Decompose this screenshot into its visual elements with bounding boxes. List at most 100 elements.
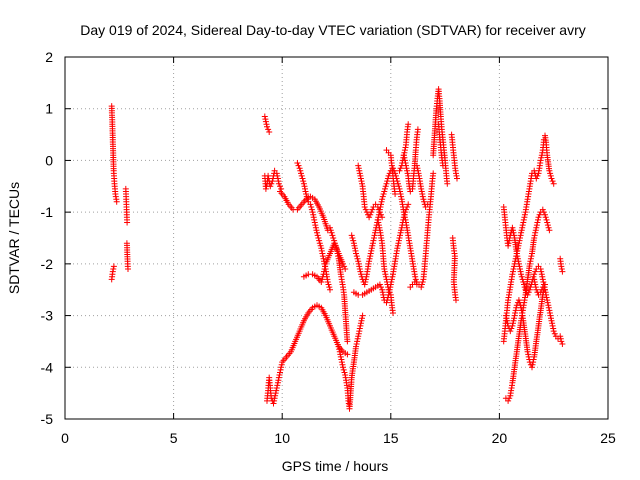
data-point <box>384 175 391 182</box>
data-point <box>401 147 408 154</box>
y-tick-label: -4 <box>41 359 54 375</box>
data-point <box>515 240 522 247</box>
data-point <box>307 201 314 208</box>
data-point <box>340 364 346 371</box>
x-tick-label: 15 <box>383 430 399 446</box>
data-point <box>299 175 306 182</box>
data-point <box>275 180 282 187</box>
data-point <box>327 227 334 234</box>
data-point <box>110 266 117 272</box>
data-point <box>534 219 541 226</box>
data-point <box>315 235 322 241</box>
data-point <box>549 322 556 329</box>
data-point <box>444 180 451 187</box>
data-point <box>544 219 551 226</box>
data-point <box>404 204 411 210</box>
data-point <box>559 341 566 347</box>
data-point <box>454 175 460 182</box>
data-point <box>399 219 406 226</box>
data-point <box>367 250 374 257</box>
data-point <box>356 325 363 332</box>
data-point <box>517 266 523 272</box>
data-point <box>350 237 357 244</box>
data-point <box>268 180 275 187</box>
data-point <box>355 162 362 169</box>
data-point <box>362 276 369 283</box>
data-point <box>296 165 303 172</box>
x-tick-label: 5 <box>170 430 178 446</box>
data-point <box>547 172 554 179</box>
data-point <box>383 180 390 187</box>
data-point <box>389 273 396 280</box>
data-point <box>311 216 318 223</box>
data-point <box>419 193 426 200</box>
data-point <box>303 193 310 200</box>
data-point <box>379 214 386 221</box>
data-point <box>558 338 565 345</box>
data-point <box>353 253 360 260</box>
data-point <box>334 247 340 254</box>
data-point <box>550 328 557 335</box>
data-point <box>340 366 347 373</box>
data-point <box>357 175 364 182</box>
data-point <box>262 185 269 192</box>
data-point <box>294 160 301 166</box>
data-point <box>366 214 373 221</box>
data-point <box>366 255 373 262</box>
data-point <box>357 320 364 327</box>
data-point <box>529 361 536 368</box>
data-point <box>525 353 532 360</box>
data-point <box>453 297 459 304</box>
data-point <box>547 312 554 319</box>
data-point <box>517 302 524 309</box>
data-point <box>518 273 525 280</box>
data-point <box>549 178 556 185</box>
data-point <box>113 198 120 205</box>
data-point <box>342 266 349 272</box>
data-point <box>546 167 553 174</box>
data-point <box>531 271 538 278</box>
grid <box>65 57 608 419</box>
data-point <box>528 253 535 260</box>
data-point <box>357 268 364 275</box>
y-tick-labels: -5 -4 -3 -2 -1 0 1 2 <box>41 49 54 427</box>
data-point <box>274 382 281 389</box>
data-point <box>543 294 550 301</box>
data-point <box>338 359 345 366</box>
data-point <box>274 172 281 179</box>
data-point <box>295 162 302 169</box>
data-point <box>526 260 533 267</box>
data-point <box>405 201 412 208</box>
data-point <box>518 271 525 278</box>
data-point <box>124 219 131 226</box>
data-point <box>354 338 361 345</box>
data-point <box>313 227 320 234</box>
data-point <box>540 209 547 216</box>
data-point <box>527 284 534 291</box>
data-point <box>542 214 549 221</box>
data-point <box>381 188 388 195</box>
data-point <box>353 343 359 350</box>
data-point <box>381 268 388 275</box>
data-point <box>367 211 374 218</box>
data-point <box>412 273 419 280</box>
data-point <box>559 268 566 275</box>
axis-ticks <box>64 56 609 420</box>
data-point <box>337 353 344 360</box>
data-point <box>548 317 555 324</box>
data-point <box>430 170 437 177</box>
data-point <box>521 211 528 218</box>
data-point <box>266 129 273 135</box>
data-point <box>518 229 525 236</box>
y-tick-label: 1 <box>45 101 53 117</box>
x-tick-label: 10 <box>274 430 290 446</box>
data-point <box>505 240 512 247</box>
y-tick-label: -1 <box>41 204 54 220</box>
data-point <box>297 167 304 174</box>
data-point <box>356 266 363 272</box>
data-point <box>551 330 558 337</box>
data-point <box>303 191 310 197</box>
data-point <box>378 201 384 208</box>
data-point <box>378 211 384 218</box>
data-point <box>304 196 311 203</box>
